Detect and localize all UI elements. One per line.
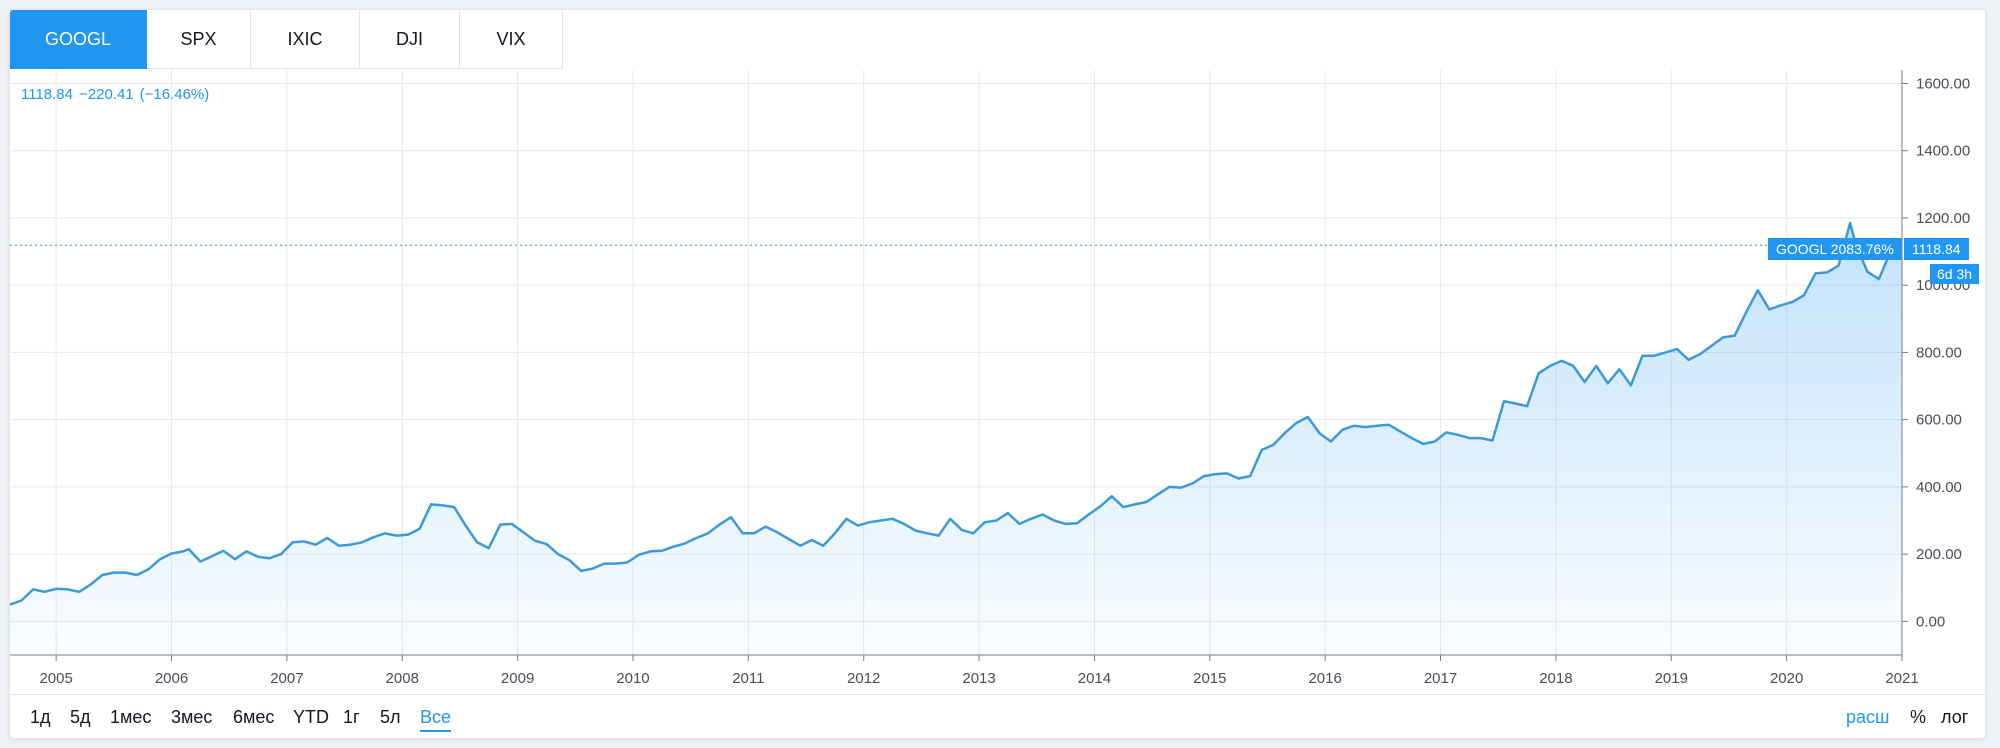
scale-option-0[interactable]: расш: [1846, 707, 1890, 727]
tab-spx[interactable]: SPX: [147, 10, 251, 69]
range-3[interactable]: 3мес: [171, 707, 213, 727]
x-tick-label: 2016: [1308, 670, 1341, 687]
x-tick-label: 2006: [155, 670, 188, 687]
x-tick-label: 2009: [501, 670, 534, 687]
range-7[interactable]: 5л: [380, 707, 401, 727]
x-tick-label: 2012: [847, 670, 880, 687]
x-tick-label: 2021: [1885, 670, 1918, 687]
range-6[interactable]: 1г: [343, 707, 360, 727]
time-tag: 6d 3h: [1930, 264, 1980, 284]
x-tick-label: 2018: [1539, 670, 1572, 687]
range-1[interactable]: 5д: [70, 707, 91, 727]
y-tick-label: 400.00: [1916, 479, 1962, 496]
chart-area[interactable]: 1600.00 1400.00 1200.00 1000.00 800.00 600.00…: [10, 70, 1985, 690]
x-tick-label: 2011: [732, 670, 764, 687]
x-tick-label: 2013: [962, 670, 995, 687]
series-area: [10, 223, 1902, 655]
x-tick-label: 2008: [386, 670, 419, 687]
scale-option-1[interactable]: %: [1910, 707, 1927, 727]
y-tick-label: 800.00: [1916, 344, 1962, 361]
tab-ixic[interactable]: IXIC: [251, 10, 360, 69]
range-0[interactable]: 1д: [30, 707, 51, 727]
x-tick-label: 2015: [1193, 670, 1226, 687]
tab-dji[interactable]: DJI: [360, 10, 460, 69]
quote-change: −220.41: [79, 86, 134, 103]
range-8[interactable]: Все: [420, 707, 452, 732]
range-5[interactable]: YTD: [293, 707, 329, 727]
x-tick-label: 2020: [1770, 670, 1803, 687]
symbol-tabs: GOOGL SPX IXIC DJI VIX: [10, 10, 563, 69]
x-tick-label: 2019: [1655, 670, 1688, 687]
series-label: GOOGL: [1776, 241, 1827, 257]
x-tick-label: 2010: [616, 670, 649, 687]
x-tick-label: 2014: [1078, 670, 1111, 687]
series-tag: GOOGL 2083.76%: [1768, 238, 1902, 260]
y-tick-label: 1400.00: [1916, 143, 1970, 160]
y-tick-label: 600.00: [1916, 412, 1962, 429]
y-tick-label: 1600.00: [1916, 75, 1970, 92]
last-price-tag: 1118.84: [1904, 238, 1969, 260]
tab-vix[interactable]: VIX: [460, 10, 563, 69]
series-line: [10, 221, 1903, 606]
series-change: 2083.76%: [1830, 241, 1894, 257]
scale-option-2[interactable]: лог: [1941, 707, 1969, 727]
quote-change-pct: (−16.46%): [139, 86, 210, 103]
tab-googl[interactable]: GOOGL: [10, 10, 147, 69]
price-chart[interactable]: 1600.001400.001200.001000.00800.00600.00…: [10, 70, 1985, 690]
chart-widget: GOOGL SPX IXIC DJI VIX 1600.00 1400.00 1200.00…: [9, 9, 1986, 739]
x-tick-label: 2007: [270, 670, 303, 687]
y-tick-label: 0.00: [1916, 613, 1945, 630]
y-tick-label: 1200.00: [1916, 210, 1970, 227]
x-tick-label: 2017: [1424, 670, 1457, 687]
quote-price: 1118.84: [21, 86, 73, 103]
range-toolbar: 1д 5д 1мес 3мес 6мес YTD 1г 5л Все расш% лог: [10, 694, 1985, 738]
quote-line: 1118.84 −220.41 (−16.46%): [21, 86, 215, 103]
y-tick-label: 200.00: [1916, 546, 1962, 563]
range-2[interactable]: 1мес: [110, 707, 152, 727]
range-4[interactable]: 6мес: [233, 707, 275, 727]
x-tick-label: 2005: [39, 670, 72, 687]
